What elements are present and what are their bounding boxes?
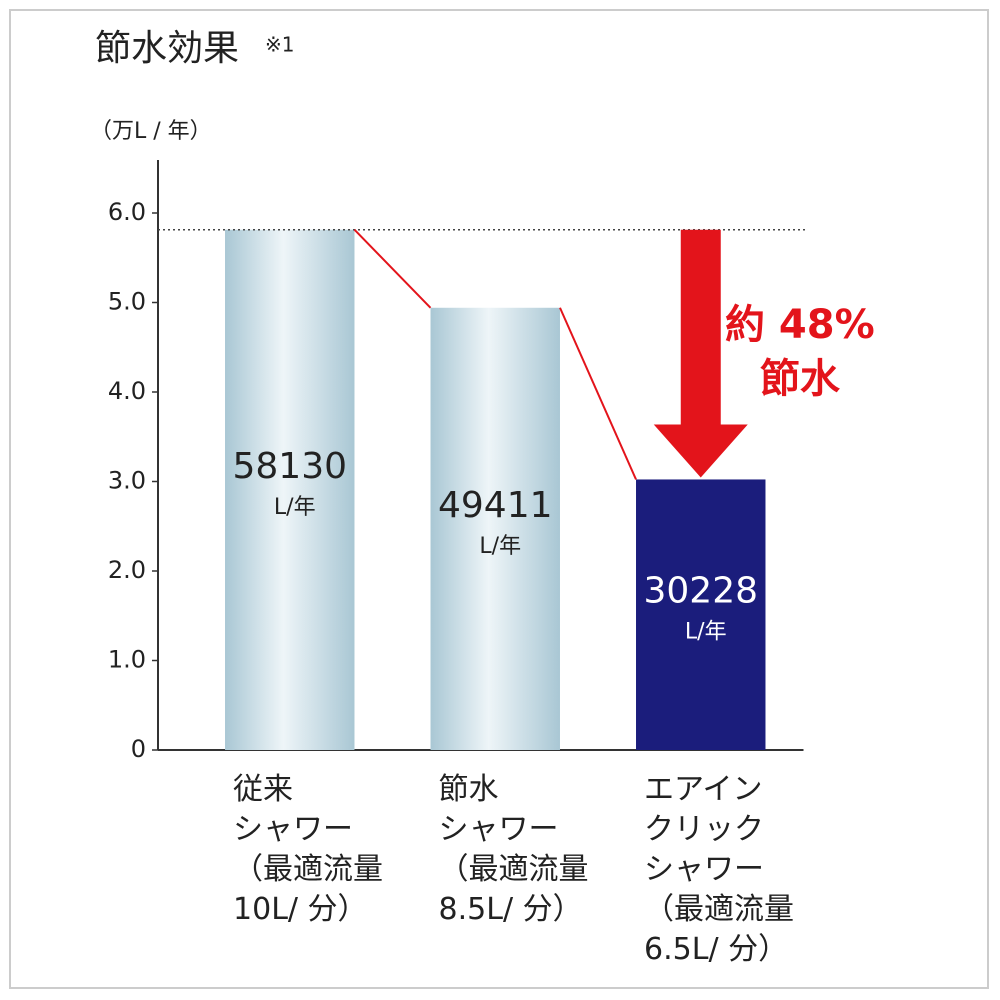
x-tick-label: エアイン クリック シャワー （最適流量 6.5L/ 分）	[644, 772, 795, 967]
title-note: ※1	[265, 33, 294, 57]
value-label: 58130	[232, 446, 347, 487]
value-unit: L/年	[479, 534, 521, 559]
y-axis-label: （万L / 年）	[90, 119, 212, 144]
value-label: 49411	[438, 485, 553, 526]
value-unit: L/年	[274, 495, 316, 520]
x-tick-label: 従来 シャワー （最適流量 10L/ 分）	[233, 772, 384, 927]
y-tick-label: 6.0	[108, 198, 146, 226]
y-tick-label: 0	[131, 735, 146, 763]
bar	[225, 229, 355, 750]
y-tick-label: 1.0	[108, 646, 146, 674]
bar	[430, 307, 560, 750]
annotation: 約 48% 節水	[725, 302, 875, 402]
bar	[636, 479, 766, 750]
frame	[9, 9, 989, 989]
y-tick-label: 5.0	[108, 288, 146, 316]
value-label: 30228	[643, 571, 758, 612]
chart-title: 節水効果	[95, 28, 239, 69]
x-tick-label: 節水 シャワー （最適流量 8.5L/ 分）	[438, 772, 589, 927]
connector	[559, 307, 637, 480]
value-unit: L/年	[685, 620, 727, 645]
arrow	[653, 229, 748, 478]
y-tick-label: 4.0	[108, 377, 146, 405]
connector	[353, 229, 432, 309]
y-tick-label: 2.0	[108, 556, 146, 584]
y-tick-label: 3.0	[108, 467, 146, 495]
